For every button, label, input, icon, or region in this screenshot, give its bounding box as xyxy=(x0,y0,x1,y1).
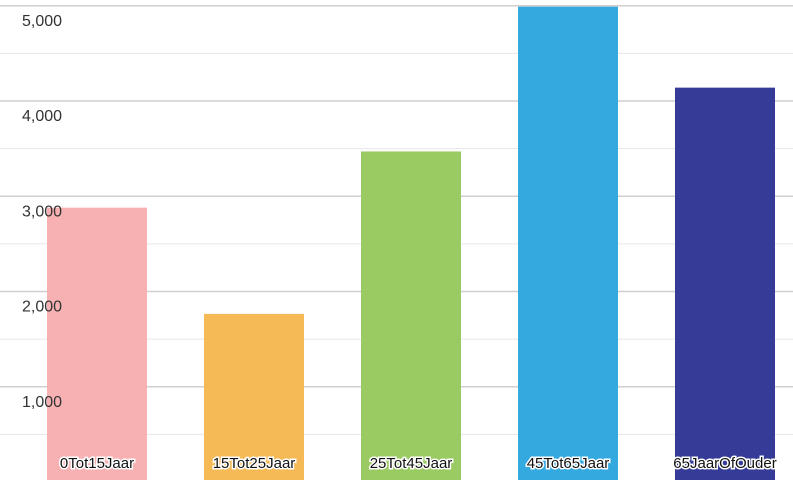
x-tick-label: 0Tot15Jaar xyxy=(60,455,134,472)
bar xyxy=(361,151,461,480)
x-tick-label: 65JaarOfOuder xyxy=(673,455,776,472)
bar xyxy=(675,87,775,480)
x-tick-label: 45Tot65Jaar xyxy=(527,455,610,472)
bar xyxy=(518,6,618,480)
y-tick-label: 5,000 xyxy=(22,13,62,30)
y-tick-label: 1,000 xyxy=(22,394,62,411)
bar xyxy=(204,313,304,480)
y-tick-label: 4,000 xyxy=(22,108,62,125)
y-tick-label: 2,000 xyxy=(22,299,62,316)
y-tick-label: 3,000 xyxy=(22,203,62,220)
bar xyxy=(47,207,147,480)
x-tick-label: 15Tot25Jaar xyxy=(213,455,296,472)
x-tick-label: 25Tot45Jaar xyxy=(370,455,453,472)
